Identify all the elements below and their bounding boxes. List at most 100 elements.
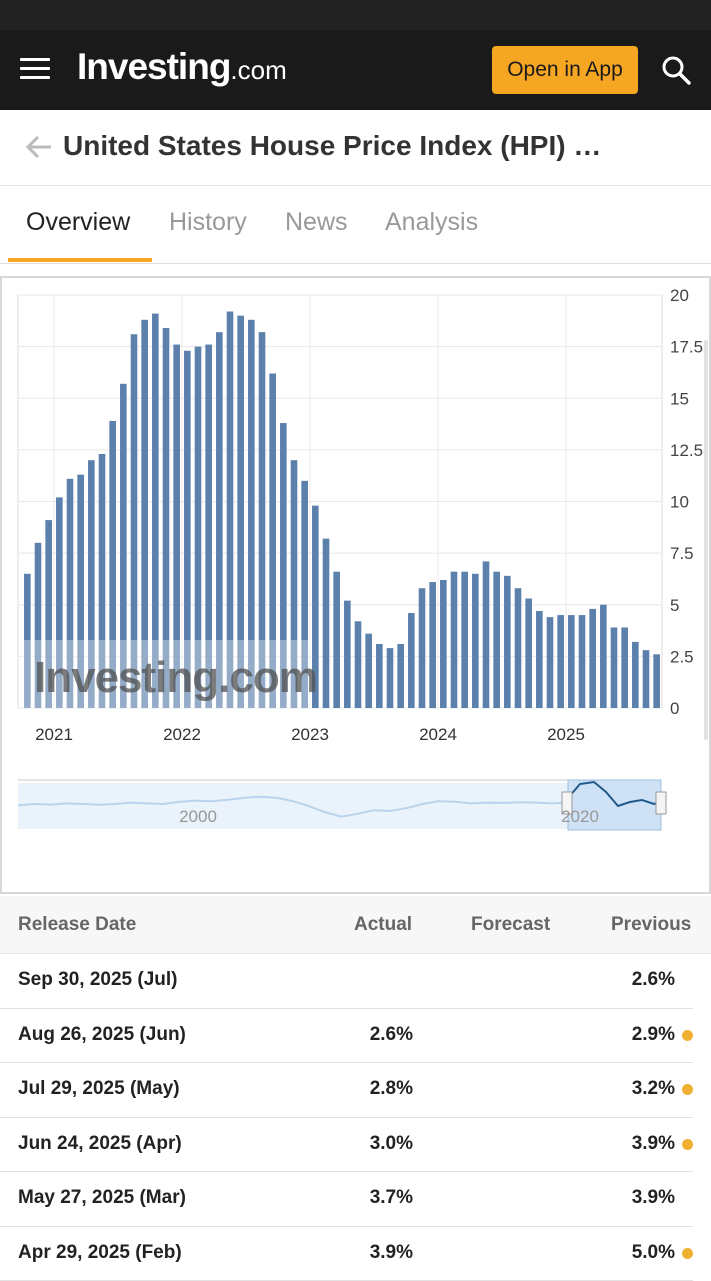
release-history-table: Release Date Actual Forecast Previous Se… bbox=[0, 896, 711, 1281]
chart-bar bbox=[461, 572, 468, 708]
chart-bar bbox=[387, 648, 394, 708]
tab-analysis[interactable]: Analysis bbox=[385, 208, 478, 237]
release-date-cell: Sep 30, 2025 (Jul) bbox=[18, 969, 177, 991]
x-tick-label: 2025 bbox=[547, 725, 585, 744]
header-release-date: Release Date bbox=[18, 914, 136, 936]
chart-bar bbox=[493, 572, 500, 708]
title-bar: United States House Price Index (HPI) … bbox=[0, 110, 711, 186]
chart-bar bbox=[653, 654, 660, 708]
back-arrow-icon[interactable] bbox=[24, 132, 54, 162]
chart-bar bbox=[429, 582, 436, 708]
revised-dot-icon bbox=[682, 1248, 693, 1259]
chart-bar bbox=[323, 539, 330, 708]
active-tab-indicator bbox=[8, 258, 152, 262]
chart-bar bbox=[611, 627, 618, 708]
y-tick-label: 7.5 bbox=[670, 544, 694, 563]
release-date-cell: Jun 24, 2025 (Apr) bbox=[18, 1133, 182, 1155]
actual-cell: 3.0% bbox=[370, 1133, 413, 1155]
page-title: United States House Price Index (HPI) … bbox=[63, 130, 601, 162]
y-tick-label: 10 bbox=[670, 493, 689, 512]
revised-dot-icon bbox=[682, 1030, 693, 1041]
release-date-cell: Aug 26, 2025 (Jun) bbox=[18, 1024, 186, 1046]
top-navigation-bar: Investing.com Open in App bbox=[0, 30, 711, 110]
chart-bar bbox=[365, 634, 372, 708]
chart-bar bbox=[600, 605, 607, 708]
chart-bar bbox=[643, 650, 650, 708]
menu-icon[interactable] bbox=[20, 58, 50, 80]
release-date-cell: Apr 29, 2025 (Feb) bbox=[18, 1242, 182, 1264]
tab-news[interactable]: News bbox=[285, 208, 348, 237]
navigator-right-handle bbox=[656, 792, 666, 814]
x-tick-label: 2022 bbox=[163, 725, 201, 744]
y-tick-label: 20 bbox=[670, 286, 689, 305]
actual-cell: 2.6% bbox=[370, 1024, 413, 1046]
chart-bar bbox=[408, 613, 415, 708]
chart-bar bbox=[397, 644, 404, 708]
y-tick-label: 15 bbox=[670, 389, 689, 408]
previous-cell: 2.6% bbox=[632, 969, 675, 991]
chart-bar bbox=[589, 609, 596, 708]
header-forecast: Forecast bbox=[471, 914, 550, 936]
previous-cell: 3.9% bbox=[632, 1133, 675, 1155]
tab-bar: Overview History News Analysis bbox=[0, 186, 711, 264]
revised-dot-icon bbox=[682, 1084, 693, 1095]
x-tick-label: 2021 bbox=[35, 725, 73, 744]
chart-bar bbox=[472, 574, 479, 708]
open-in-app-button[interactable]: Open in App bbox=[492, 46, 638, 94]
x-tick-label: 2024 bbox=[419, 725, 457, 744]
release-date-cell: May 27, 2025 (Mar) bbox=[18, 1187, 186, 1209]
chart-bar bbox=[568, 615, 575, 708]
table-row[interactable]: Apr 29, 2025 (Feb) 3.9% 5.0% bbox=[0, 1227, 693, 1281]
actual-cell: 3.7% bbox=[370, 1187, 413, 1209]
navigator-label: 2000 bbox=[179, 807, 217, 826]
chart-bar bbox=[440, 580, 447, 708]
chart-bar bbox=[557, 615, 564, 708]
header-previous: Previous bbox=[611, 914, 691, 936]
table-row[interactable]: May 27, 2025 (Mar) 3.7% 3.9% bbox=[0, 1172, 693, 1227]
table-header: Release Date Actual Forecast Previous bbox=[0, 896, 711, 954]
previous-cell: 2.9% bbox=[632, 1024, 675, 1046]
investing-logo[interactable]: Investing.com bbox=[77, 46, 287, 88]
navigator-background bbox=[18, 783, 568, 829]
previous-cell: 3.2% bbox=[632, 1078, 675, 1100]
chart-bar bbox=[547, 617, 554, 708]
chart-bar bbox=[504, 576, 511, 708]
release-date-cell: Jul 29, 2025 (May) bbox=[18, 1078, 180, 1100]
search-icon[interactable] bbox=[660, 54, 692, 86]
chart-bar bbox=[536, 611, 543, 708]
table-row[interactable]: Jun 24, 2025 (Apr) 3.0% 3.9% bbox=[0, 1118, 693, 1173]
tab-history[interactable]: History bbox=[169, 208, 247, 237]
chart-bar bbox=[355, 621, 362, 708]
y-tick-label: 12.5 bbox=[670, 441, 703, 460]
table-row[interactable]: Sep 30, 2025 (Jul) 2.6% bbox=[0, 954, 693, 1009]
x-tick-label: 2023 bbox=[291, 725, 329, 744]
actual-cell: 2.8% bbox=[370, 1078, 413, 1100]
chart-bar bbox=[451, 572, 458, 708]
chart-bar bbox=[376, 644, 383, 708]
y-tick-label: 17.5 bbox=[670, 338, 703, 357]
tab-overview[interactable]: Overview bbox=[26, 208, 130, 237]
actual-cell: 3.9% bbox=[370, 1242, 413, 1264]
navigator-label: 2020 bbox=[561, 807, 599, 826]
chart-bar bbox=[579, 615, 586, 708]
status-bar bbox=[0, 0, 711, 30]
watermark-logo: Investing.com bbox=[34, 653, 317, 702]
previous-cell: 5.0% bbox=[632, 1242, 675, 1264]
chart-bar bbox=[483, 561, 490, 708]
previous-cell: 3.9% bbox=[632, 1187, 675, 1209]
chart-bar bbox=[515, 588, 522, 708]
header-actual: Actual bbox=[354, 914, 412, 936]
y-tick-label: 5 bbox=[670, 596, 679, 615]
chart-bar bbox=[344, 601, 351, 708]
chart-bar bbox=[333, 572, 340, 708]
revised-dot-icon bbox=[682, 1139, 693, 1150]
chart-bar bbox=[419, 588, 426, 708]
chart-bar bbox=[621, 627, 628, 708]
table-row[interactable]: Jul 29, 2025 (May) 2.8% 3.2% bbox=[0, 1063, 693, 1118]
chart-scroll-indicator bbox=[704, 340, 708, 740]
table-row[interactable]: Aug 26, 2025 (Jun) 2.6% 2.9% bbox=[0, 1009, 693, 1064]
chart-bar bbox=[525, 599, 532, 708]
y-tick-label: 2.5 bbox=[670, 647, 694, 666]
